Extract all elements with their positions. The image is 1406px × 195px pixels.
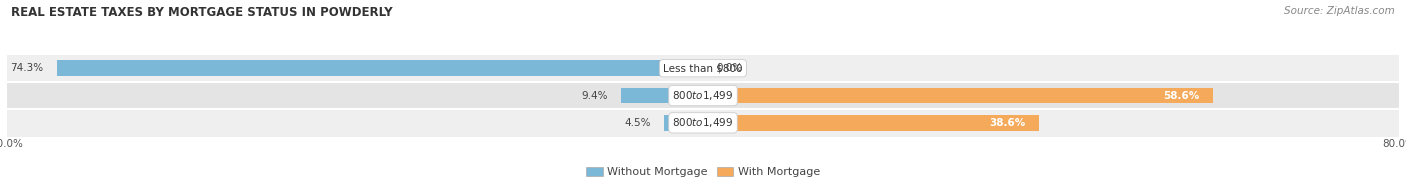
Text: Source: ZipAtlas.com: Source: ZipAtlas.com	[1284, 6, 1395, 16]
Bar	[7, 82, 1399, 109]
Text: 0.0%: 0.0%	[716, 63, 742, 73]
Bar	[664, 115, 703, 131]
Text: 58.6%: 58.6%	[1164, 90, 1199, 101]
Text: 9.4%: 9.4%	[582, 90, 609, 101]
Bar	[703, 88, 1213, 104]
Text: 4.5%: 4.5%	[624, 118, 651, 128]
Text: $800 to $1,499: $800 to $1,499	[672, 116, 734, 129]
Legend: Without Mortgage, With Mortgage: Without Mortgage, With Mortgage	[582, 162, 824, 182]
Text: Less than $800: Less than $800	[664, 63, 742, 73]
Bar	[7, 55, 1399, 82]
Text: $800 to $1,499: $800 to $1,499	[672, 89, 734, 102]
Bar	[703, 115, 1039, 131]
Text: 38.6%: 38.6%	[990, 118, 1026, 128]
Text: REAL ESTATE TAXES BY MORTGAGE STATUS IN POWDERLY: REAL ESTATE TAXES BY MORTGAGE STATUS IN …	[11, 6, 392, 19]
Bar	[7, 109, 1399, 136]
Bar	[621, 88, 703, 104]
Text: 74.3%: 74.3%	[10, 63, 44, 73]
Bar	[56, 60, 703, 76]
